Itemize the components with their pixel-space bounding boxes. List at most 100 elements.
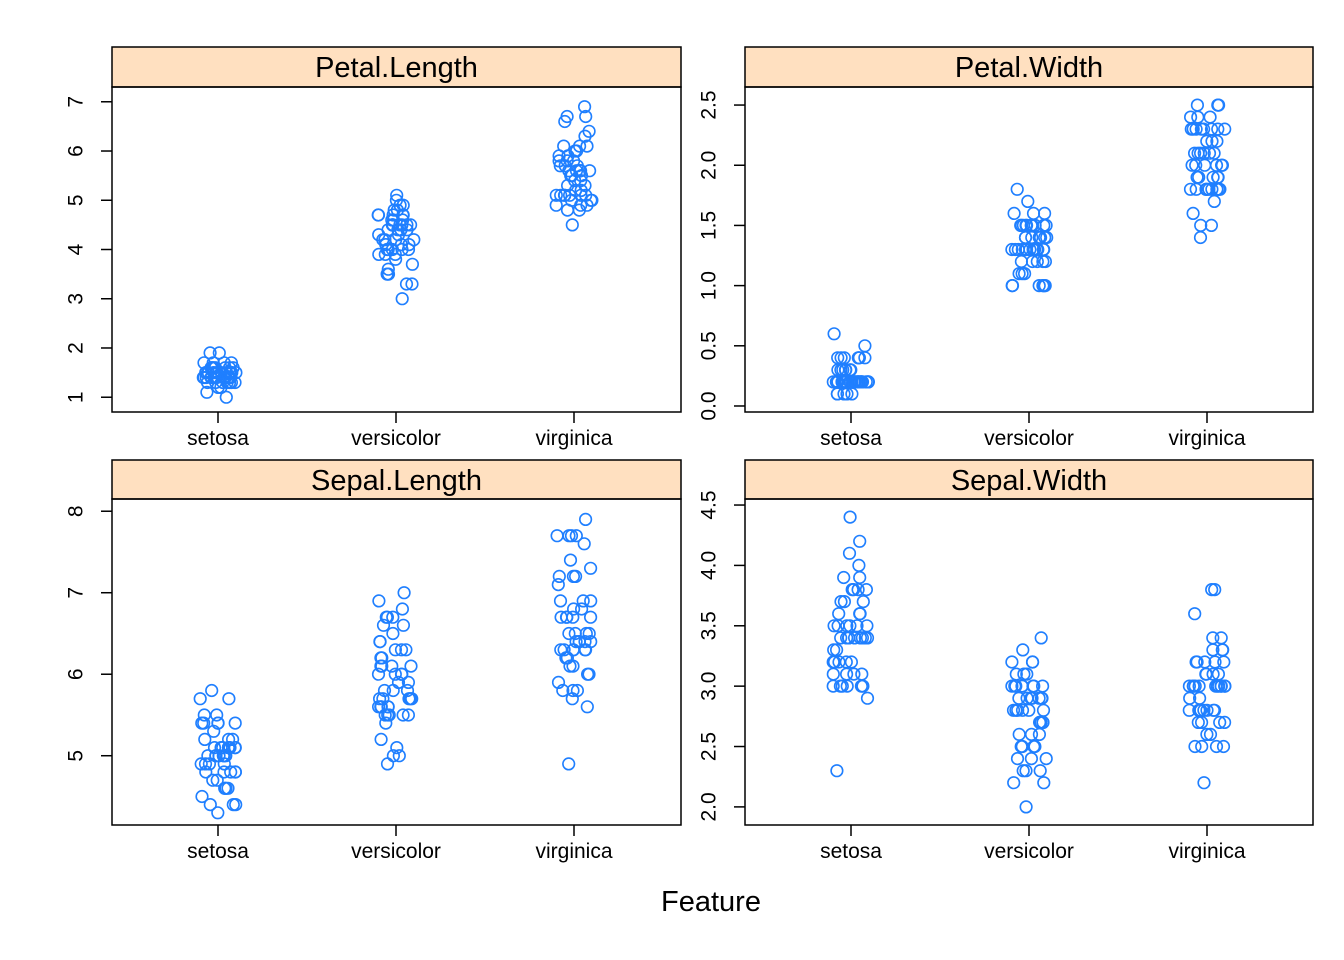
data-point	[1190, 98, 1204, 112]
data-point	[1037, 776, 1051, 790]
data-point	[860, 691, 875, 705]
series-setosa	[193, 683, 243, 820]
data-point	[405, 277, 419, 291]
data-point	[837, 570, 851, 585]
data-point	[564, 529, 579, 543]
data-point	[563, 659, 577, 673]
series-setosa	[196, 346, 243, 404]
data-point	[1009, 679, 1023, 693]
data-point	[1211, 122, 1225, 136]
data-point	[1025, 655, 1040, 669]
data-point	[1182, 679, 1196, 693]
data-point	[843, 375, 857, 389]
data-point	[395, 292, 409, 306]
data-point	[837, 594, 852, 609]
data-point	[386, 749, 401, 763]
data-point	[1193, 703, 1207, 717]
data-point	[1195, 739, 1209, 754]
data-point	[1010, 751, 1025, 766]
data-point	[557, 643, 571, 657]
x-tick-label: versicolor	[984, 840, 1074, 863]
data-point	[855, 631, 870, 645]
data-point	[834, 594, 848, 609]
data-point	[217, 749, 231, 763]
data-point	[389, 193, 404, 207]
x-tick-label: setosa	[187, 427, 249, 450]
data-point	[391, 228, 406, 242]
y-tick-label: 6	[65, 668, 88, 680]
data-point	[1019, 800, 1033, 814]
y-tick-label: 5	[65, 750, 88, 762]
data-point	[1005, 655, 1019, 669]
data-point	[1198, 158, 1212, 172]
data-point	[566, 602, 581, 616]
data-point	[566, 569, 581, 584]
data-point	[396, 708, 410, 722]
y-tick-label: 6	[65, 145, 88, 157]
data-point	[579, 626, 593, 641]
data-point	[854, 679, 869, 693]
data-point	[1005, 242, 1019, 257]
data-point	[1007, 206, 1021, 220]
y-tick-label: 3	[65, 293, 88, 305]
data-point	[1032, 279, 1046, 293]
data-point	[829, 643, 844, 657]
data-point	[549, 188, 563, 202]
data-point	[209, 375, 223, 390]
data-point	[826, 667, 840, 681]
data-point	[1008, 242, 1023, 257]
data-point	[1019, 764, 1033, 778]
y-tick-label: 4	[65, 243, 88, 255]
data-point	[378, 233, 392, 247]
data-point	[222, 375, 237, 390]
data-point	[390, 740, 404, 755]
series-versicolor	[371, 586, 419, 771]
data-point	[198, 757, 213, 771]
data-point	[1197, 146, 1211, 160]
data-point	[216, 740, 230, 755]
data-point	[1026, 206, 1041, 220]
data-point	[574, 602, 589, 616]
data-point	[1206, 170, 1220, 184]
y-tick-label: 4.0	[698, 551, 721, 580]
x-tick-label: versicolor	[351, 840, 441, 863]
data-point	[858, 339, 872, 353]
x-tick-label: versicolor	[351, 427, 441, 450]
data-point	[1200, 703, 1214, 717]
data-point	[405, 257, 420, 271]
data-point	[198, 732, 212, 747]
data-point	[1037, 242, 1051, 257]
data-point	[578, 643, 593, 657]
data-point	[1024, 751, 1038, 766]
data-point	[1030, 254, 1044, 269]
data-point	[390, 188, 404, 202]
data-point	[579, 109, 593, 124]
data-point	[396, 618, 411, 632]
data-point	[1016, 764, 1030, 778]
data-point	[374, 732, 388, 747]
series-virginica	[550, 512, 598, 771]
data-point	[400, 683, 415, 698]
panel-sepal-width: Sepal.Width 2.0 2.5 3.0 3.5 4.0 4.5 setosa versi…	[698, 459, 1314, 863]
data-point	[565, 218, 579, 232]
data-point	[584, 594, 598, 608]
data-point	[1014, 254, 1029, 269]
panel-title: Sepal.Width	[951, 465, 1107, 497]
data-point	[1217, 655, 1231, 669]
panel-title: Sepal.Length	[311, 465, 482, 497]
data-point	[1210, 679, 1224, 693]
y-tick-label: 2.5	[698, 732, 721, 761]
data-point	[856, 594, 870, 609]
data-point	[1010, 182, 1024, 196]
data-point	[578, 512, 593, 527]
data-point	[831, 351, 845, 365]
data-point	[201, 749, 215, 763]
panel-petal-length: Petal.Length 1 2 3 4 5 6 7 setosa versicolor virgi…	[65, 46, 682, 450]
data-point	[1192, 679, 1206, 693]
data-point	[211, 716, 225, 730]
data-point	[834, 631, 848, 645]
data-point	[1193, 230, 1208, 245]
data-point	[386, 683, 400, 698]
data-point	[1016, 643, 1030, 657]
y-tick-label: 7	[65, 96, 88, 108]
